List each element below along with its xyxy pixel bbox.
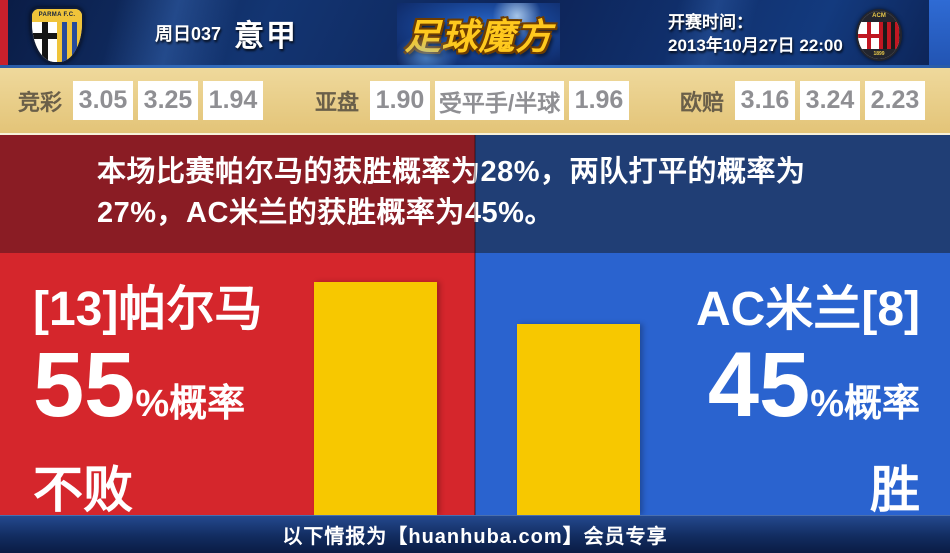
parma-crest-body: [32, 22, 82, 62]
acmilan-crest-bottom-text: 1899: [858, 49, 900, 59]
oupei-label: 欧赔: [680, 89, 725, 115]
divider-line: [0, 133, 950, 135]
home-panel-text: [13]帕尔马 55%概率 不败: [33, 281, 262, 515]
away-probability-bar: [517, 324, 640, 515]
match-meta: 周日037 意甲: [155, 0, 298, 65]
header: PARMA F.C. 周日037 意甲 足球魔方 开赛时间： 2013年10月2…: [0, 0, 950, 68]
away-team-name: AC米兰[8]: [696, 283, 920, 336]
yapan-odds-group: 亚盘 1.90 受平手/半球 1.96: [315, 68, 630, 133]
probability-summary-text: 本场比赛帕尔马的获胜概率为28%，两队打平的概率为 27%，AC米兰的获胜概率为…: [97, 152, 806, 234]
summary-line-2: 27%，AC米兰的获胜概率为45%。: [97, 197, 554, 229]
yapan-home-odds: 1.90: [370, 81, 431, 120]
acmilan-stripes-icon: [879, 22, 900, 49]
brand-logo: 足球魔方: [397, 3, 560, 65]
yapan-handicap: 受平手/半球: [435, 81, 565, 120]
jingcai-label: 竞彩: [18, 89, 63, 115]
right-blue-stripe: [929, 0, 950, 67]
footer-text: 以下情报为【huanhuba.com】会员专享: [282, 526, 668, 548]
acmilan-cross-icon: [858, 22, 879, 49]
home-probability-value: 55: [33, 334, 136, 436]
acmilan-crest-top-text: ACM: [858, 11, 900, 22]
jingcai-draw-odds: 3.25: [138, 81, 199, 120]
left-red-stripe: [0, 0, 8, 68]
acmilan-crest-icon: ACM 1899: [856, 9, 902, 61]
home-team-panel: [13]帕尔马 55%概率 不败: [0, 253, 475, 515]
match-number: 周日037: [155, 23, 222, 44]
footer: 以下情报为【huanhuba.com】会员专享: [0, 515, 950, 553]
away-probability-suffix: %概率: [810, 383, 920, 425]
summary-line-1: 本场比赛帕尔马的获胜概率为28%，两队打平的概率为: [97, 156, 806, 188]
league-name: 意甲: [234, 19, 299, 53]
kickoff-datetime: 2013年10月27日 22:00: [668, 36, 843, 55]
jingcai-odds-group: 竞彩 3.05 3.25 1.94: [18, 68, 264, 133]
oupei-away-odds: 2.23: [865, 81, 926, 120]
jingcai-away-odds: 1.94: [203, 81, 264, 120]
probability-summary-banner: 本场比赛帕尔马的获胜概率为28%，两队打平的概率为 27%，AC米兰的获胜概率为…: [0, 135, 950, 253]
brand-logo-text: 足球魔方: [404, 16, 553, 57]
home-outcome: 不败: [33, 462, 133, 515]
home-probability-bar: [314, 282, 437, 515]
parma-cross-icon: [32, 22, 57, 62]
odds-bar: 竞彩 3.05 3.25 1.94 亚盘 1.90 受平手/半球 1.96 欧赔…: [0, 68, 950, 133]
oupei-odds-group: 欧赔 3.16 3.24 2.23: [680, 68, 926, 133]
home-probability-suffix: %概率: [135, 383, 246, 425]
kickoff-info: 开赛时间： 2013年10月27日 22:00: [668, 11, 843, 57]
kickoff-label: 开赛时间：: [668, 13, 753, 32]
home-team-name: [13]帕尔马: [33, 283, 263, 336]
away-panel-text: AC米兰[8] 45%概率 胜: [696, 281, 920, 515]
away-probability-value: 45: [707, 334, 811, 436]
jingcai-home-odds: 3.05: [73, 81, 134, 120]
oupei-home-odds: 3.16: [735, 81, 796, 120]
away-team-panel: AC米兰[8] 45%概率 胜: [475, 253, 950, 515]
home-probability-line: 55%概率: [33, 339, 262, 453]
parma-stripes-icon: [57, 22, 82, 62]
yapan-label: 亚盘: [315, 89, 360, 115]
yapan-away-odds: 1.96: [569, 81, 630, 120]
parma-crest-text: PARMA F.C.: [32, 9, 82, 22]
away-probability-line: 45%概率: [696, 339, 920, 453]
parma-crest-icon: PARMA F.C.: [30, 7, 84, 64]
oupei-draw-odds: 3.24: [800, 81, 861, 120]
away-outcome: 胜: [870, 462, 920, 515]
probability-panels: [13]帕尔马 55%概率 不败 AC米兰[8] 45%概率 胜: [0, 135, 950, 515]
